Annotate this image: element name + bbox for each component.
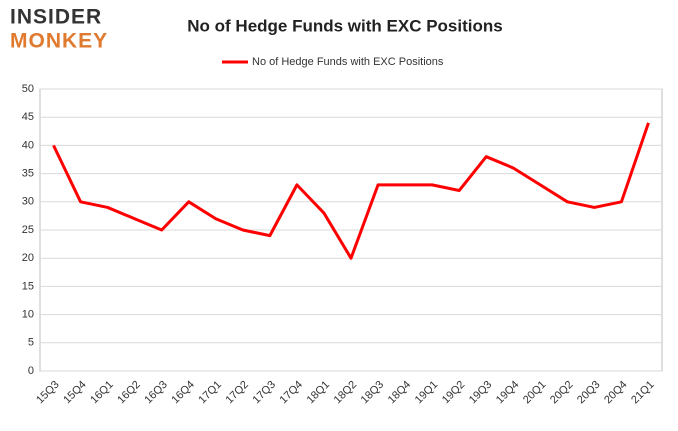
- chart-title: No of Hedge Funds with EXC Positions: [187, 16, 502, 35]
- legend-label: No of Hedge Funds with EXC Positions: [252, 56, 444, 68]
- y-tick-label: 5: [28, 337, 34, 349]
- x-tick-label: 19Q3: [467, 379, 495, 407]
- logo-line1: INSIDER: [10, 6, 102, 29]
- x-tick-label: 16Q4: [169, 379, 197, 407]
- y-tick-label: 25: [22, 224, 34, 236]
- x-tick-label: 21Q1: [629, 379, 657, 407]
- x-tick-label: 19Q1: [413, 379, 441, 407]
- x-tick-label: 17Q3: [251, 379, 279, 407]
- x-tick-label: 16Q3: [142, 379, 170, 407]
- x-tick-label: 19Q4: [494, 379, 522, 407]
- y-tick-label: 15: [22, 280, 34, 292]
- x-tick-label: 18Q4: [386, 379, 414, 407]
- y-tick-label: 0: [28, 365, 34, 377]
- x-tick-label: 18Q3: [359, 379, 387, 407]
- series-line: [52, 122, 650, 260]
- y-tick-label: 20: [22, 252, 34, 264]
- x-tick-label: 19Q2: [440, 379, 468, 407]
- x-tick-label: 16Q2: [115, 379, 143, 407]
- x-tick-label: 18Q2: [332, 379, 360, 407]
- x-tick-label: 20Q4: [602, 379, 630, 407]
- y-tick-label: 40: [22, 139, 34, 151]
- x-tick-label: 15Q4: [61, 379, 89, 407]
- x-tick-label: 17Q4: [278, 379, 306, 407]
- y-tick-label: 45: [22, 111, 34, 123]
- y-tick-label: 35: [22, 168, 34, 180]
- x-tick-label: 17Q2: [223, 379, 251, 407]
- x-tick-label: 20Q1: [521, 379, 549, 407]
- x-tick-label: 18Q1: [305, 379, 333, 407]
- x-tick-label: 20Q3: [575, 379, 603, 407]
- x-tick-label: 17Q1: [196, 379, 224, 407]
- x-tick-label: 15Q3: [34, 379, 62, 407]
- y-tick-label: 30: [22, 196, 34, 208]
- y-tick-label: 10: [22, 309, 34, 321]
- y-tick-label: 50: [22, 83, 34, 95]
- x-tick-label: 20Q2: [548, 379, 576, 407]
- x-tick-label: 16Q1: [88, 379, 116, 407]
- logo-line2: MONKEY: [10, 30, 108, 53]
